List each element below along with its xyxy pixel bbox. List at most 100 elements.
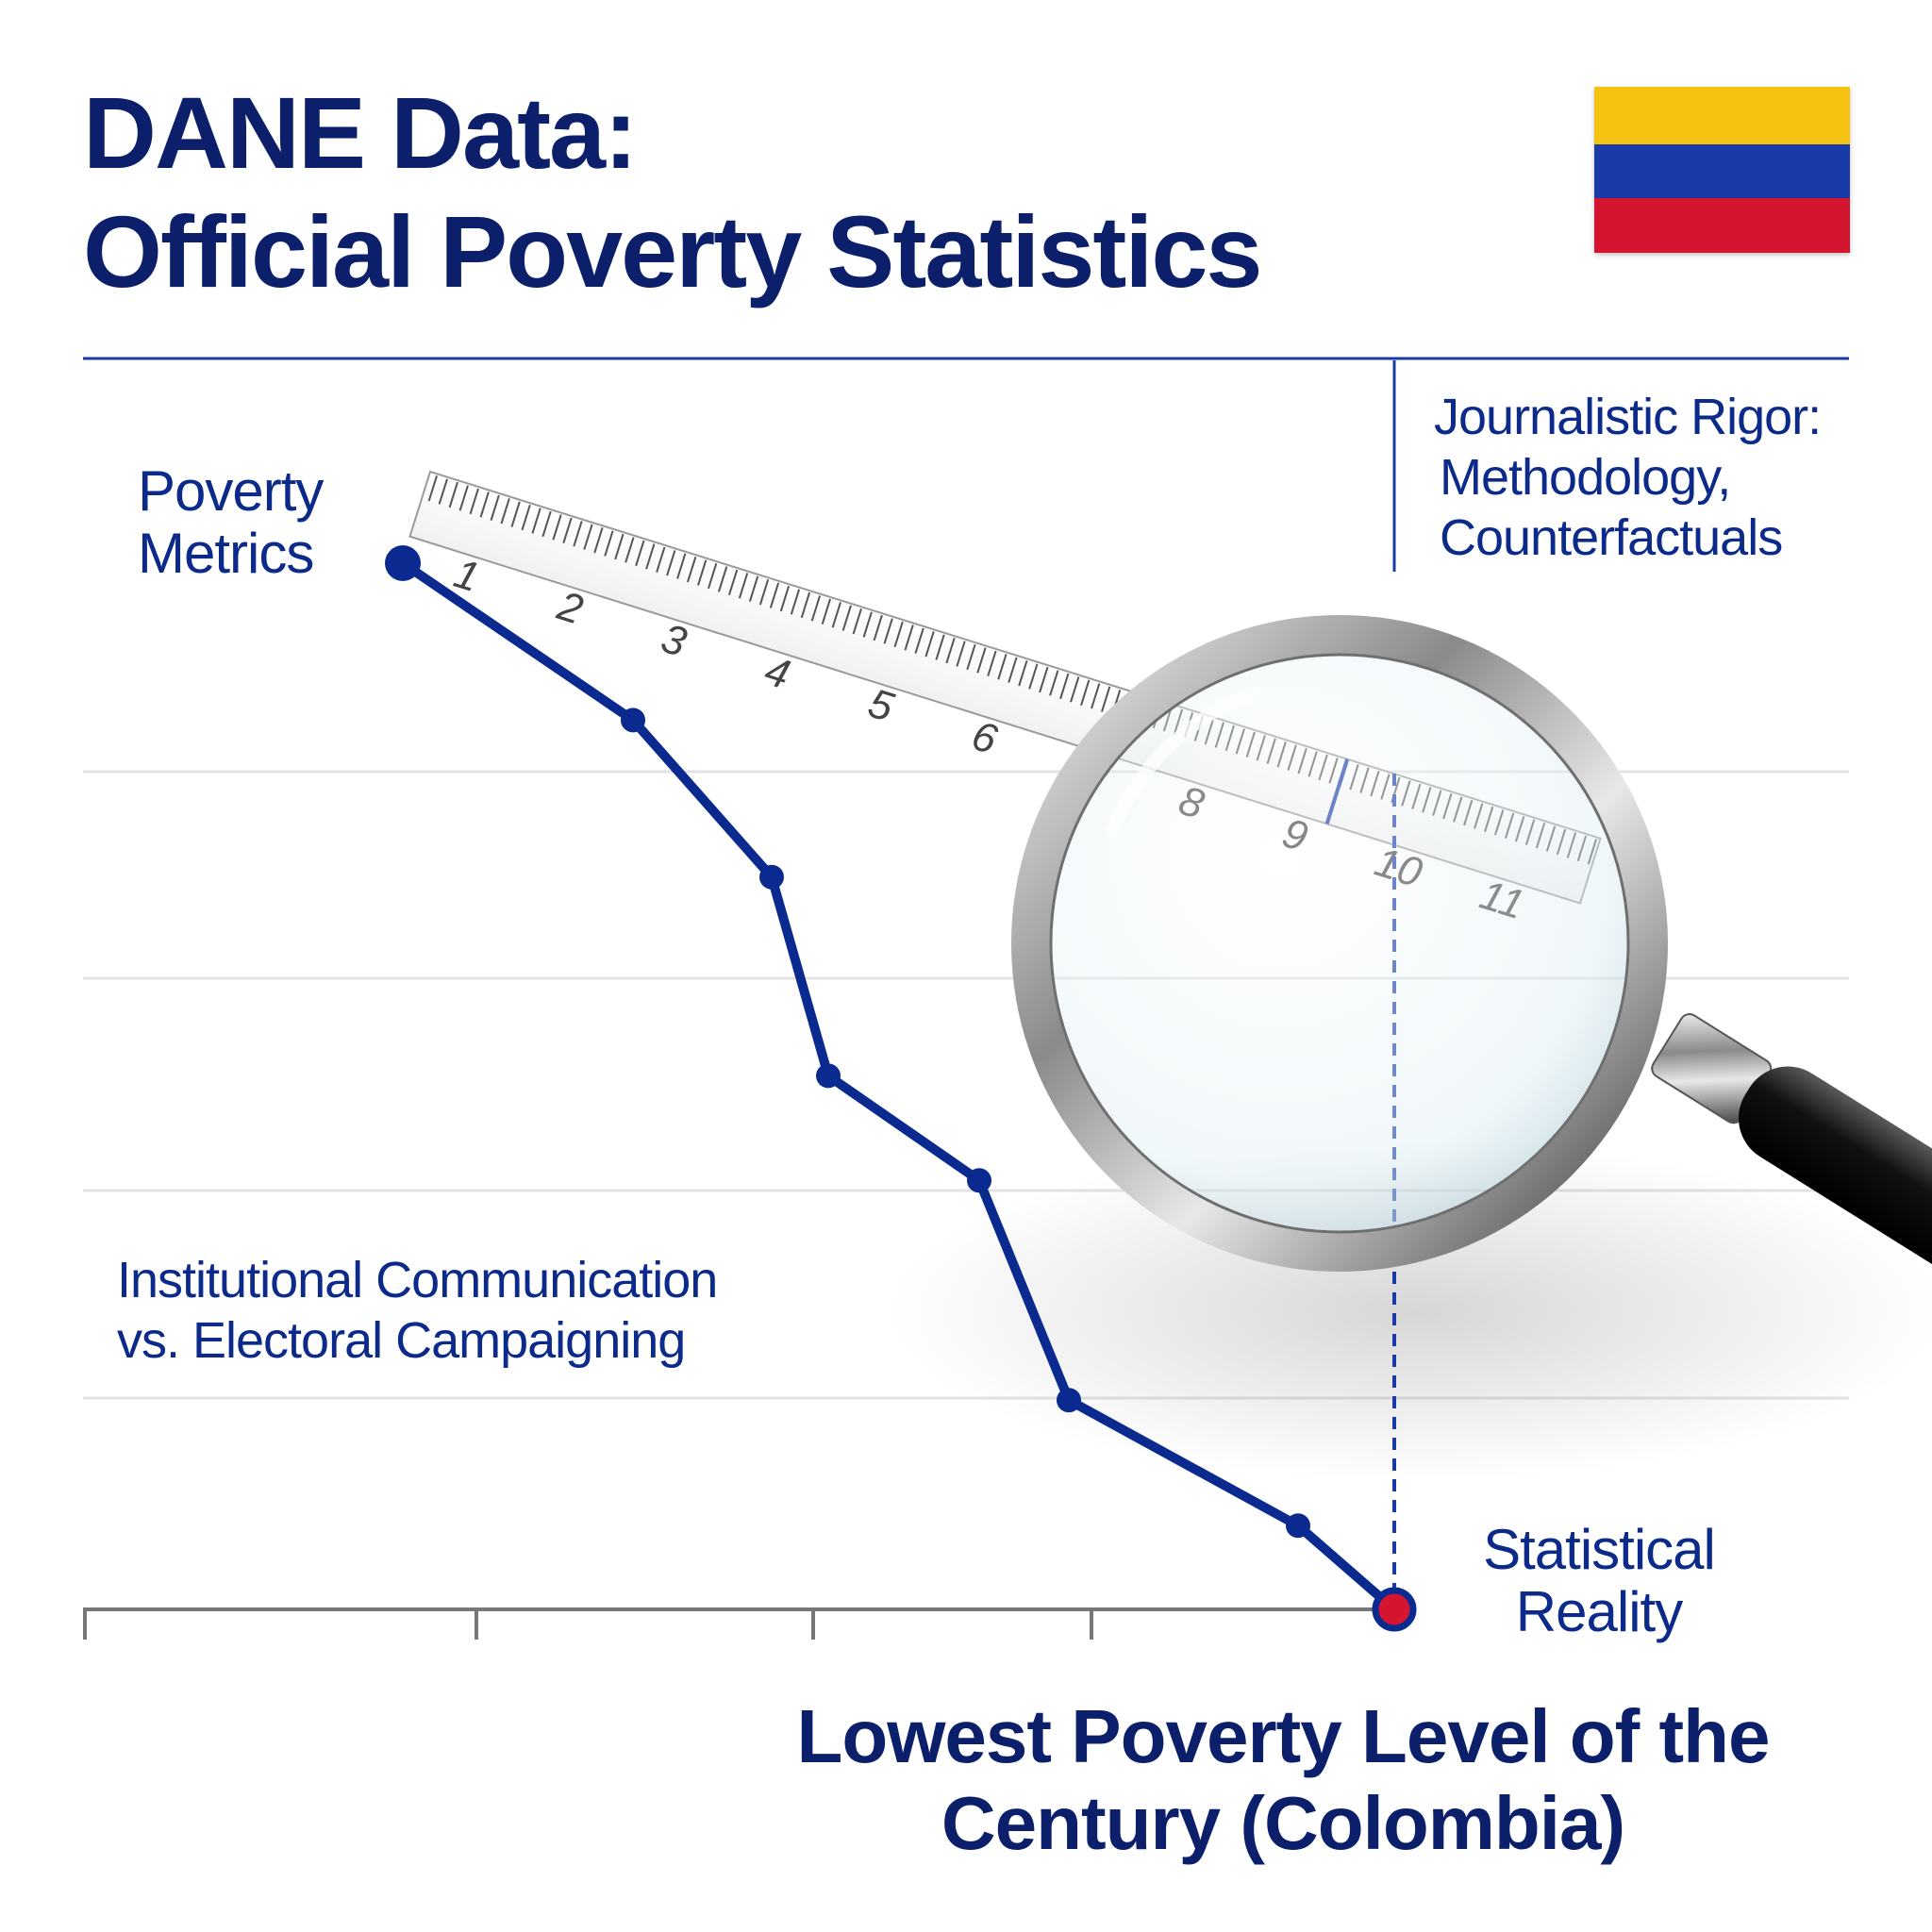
ruler-tick — [997, 654, 1008, 680]
ruler-tick — [935, 634, 945, 660]
ruler-tick — [438, 478, 448, 505]
ruler-tick — [727, 569, 739, 596]
data-point — [1057, 1388, 1081, 1413]
bottom-title: Lowest Poverty Level of the Century (Col… — [755, 1693, 1811, 1867]
ruler-tick — [697, 559, 708, 586]
label-journalistic-rigor: Journalistic Rigor: Methodology, Counter… — [1434, 387, 1822, 568]
flag-stripe-yellow — [1594, 87, 1850, 144]
bottom-title-line-2: Century (Colombia) — [941, 1781, 1625, 1865]
ruler-tick — [562, 517, 573, 544]
label-stat-line-2: Reality — [1515, 1580, 1683, 1643]
ruler-tick — [1039, 666, 1049, 693]
ruler-tick — [708, 562, 718, 590]
ruler-tick — [656, 546, 666, 573]
label-institutional-line-1: Institutional Communication — [117, 1252, 718, 1308]
ruler-tick — [717, 566, 728, 592]
ruler-label: 3 — [656, 615, 692, 666]
ruler-tick — [645, 543, 656, 570]
ruler-tick — [956, 641, 966, 667]
ruler-tick — [841, 605, 852, 631]
ruler-tick — [614, 533, 625, 560]
label-institutional-line-2: vs. Electoral Campaigning — [117, 1312, 686, 1369]
ruler-tick — [758, 579, 770, 606]
ruler-tick — [1101, 686, 1111, 712]
ruler-tick — [821, 598, 831, 625]
ruler-tick — [987, 650, 997, 677]
page-title: DANE Data: Official Poverty Statistics — [83, 74, 1262, 311]
magnifier-handle — [1738, 1066, 1932, 1281]
ruler-tick — [573, 521, 583, 547]
ruler-tick — [676, 553, 687, 579]
data-point — [967, 1168, 991, 1193]
ruler-tick — [531, 508, 541, 534]
data-point-highlight — [1372, 1587, 1417, 1632]
ruler-tick — [1091, 683, 1101, 709]
ruler-tick — [748, 575, 759, 602]
ruler-tick — [790, 589, 801, 615]
ruler-label: 2 — [552, 582, 589, 633]
flag-stripe-red — [1594, 198, 1850, 253]
ruler-tick — [469, 488, 479, 515]
label-poverty-metrics: Poverty Metrics — [138, 459, 324, 585]
ruler-tick — [883, 618, 893, 644]
ruler-tick — [479, 491, 490, 518]
ruler-tick — [1059, 673, 1070, 700]
ruler-tick — [541, 510, 552, 538]
data-point — [621, 708, 645, 733]
ruler-tick — [583, 524, 593, 550]
ruler-tick — [604, 530, 614, 557]
ruler-tick — [966, 643, 976, 671]
ruler-tick — [687, 556, 697, 583]
ruler-tick — [552, 514, 562, 541]
flag-stripe-blue — [1594, 144, 1850, 198]
x-axis — [83, 1607, 1394, 1640]
ruler-label: 4 — [759, 647, 795, 698]
ruler-tick — [893, 621, 904, 648]
magnifier-rim — [1011, 615, 1668, 1272]
magnifying-glass-icon — [1011, 615, 1932, 1281]
ruler-tick — [924, 631, 935, 658]
ruler-label: 6 — [967, 712, 1004, 763]
ruler-tick — [810, 595, 822, 622]
label-rigor-line-2: Methodology, — [1440, 449, 1731, 506]
ruler-tick — [427, 475, 438, 502]
label-poverty-metrics-line-2: Metrics — [138, 522, 314, 585]
ruler-tick — [1018, 660, 1028, 687]
ruler-tick — [976, 647, 987, 674]
label-poverty-metrics-line-1: Poverty — [138, 459, 324, 523]
ruler-tick — [904, 625, 914, 651]
data-point — [385, 545, 421, 581]
ruler-tick — [800, 591, 811, 619]
ruler-tick — [490, 494, 500, 521]
ruler-tick — [1028, 663, 1039, 690]
ruler-tick — [1080, 679, 1091, 706]
ruler-tick — [852, 608, 862, 635]
ruler-label: 5 — [863, 680, 900, 731]
title-line-1: DANE Data: — [83, 75, 638, 190]
poverty-series — [385, 545, 1417, 1632]
ruler-tick — [500, 498, 510, 525]
label-stat-line-1: Statistical — [1483, 1518, 1716, 1581]
data-point — [759, 864, 784, 890]
ruler-tick — [738, 573, 749, 599]
title-line-2: Official Poverty Statistics — [83, 194, 1262, 308]
ruler-tick — [945, 637, 956, 664]
ruler-tick — [593, 527, 604, 554]
ruler-tick — [510, 501, 521, 527]
ruler-tick — [521, 504, 531, 531]
ruler-tick — [1049, 670, 1059, 696]
label-rigor-line-3: Counterfactuals — [1440, 509, 1783, 566]
ruler-tick — [448, 481, 458, 508]
label-institutional-communication: Institutional Communication vs. Electora… — [117, 1250, 718, 1371]
data-point — [816, 1063, 841, 1089]
data-point — [1286, 1513, 1310, 1539]
label-statistical-reality: Statistical Reality — [1462, 1519, 1736, 1643]
bottom-title-line-1: Lowest Poverty Level of the — [796, 1694, 1770, 1778]
ruler-tick — [914, 627, 924, 654]
ruler-tick — [769, 582, 780, 608]
colombia-flag-icon — [1594, 87, 1850, 253]
series-line — [398, 558, 1399, 1614]
ruler-tick — [873, 614, 883, 641]
ruler-tick — [1070, 676, 1080, 703]
